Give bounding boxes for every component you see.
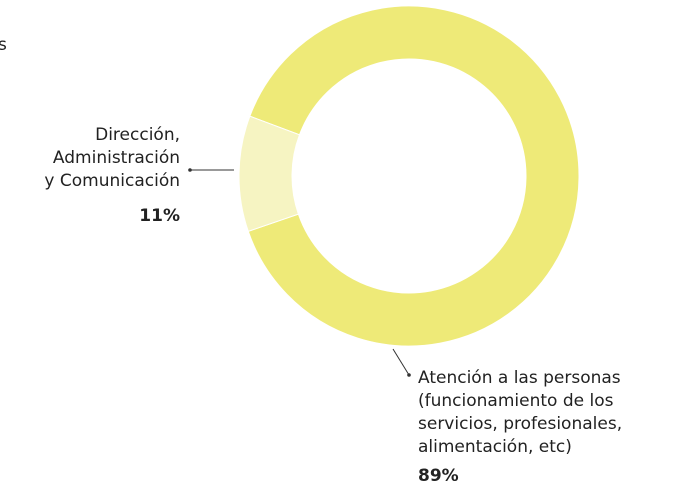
slice-label: Dirección, Administración y Comunicación bbox=[44, 125, 180, 191]
donut-slice bbox=[247, 5, 580, 347]
value-label: 89% bbox=[418, 466, 459, 486]
leader-dot bbox=[188, 168, 192, 172]
leader-dot bbox=[407, 373, 411, 377]
value-label: 11% bbox=[139, 206, 180, 226]
donut-slice bbox=[238, 115, 301, 232]
leader-line bbox=[392, 348, 410, 376]
slice-label: Atención a las personas (funcionamiento … bbox=[418, 368, 623, 457]
annotation: s bbox=[0, 35, 7, 55]
